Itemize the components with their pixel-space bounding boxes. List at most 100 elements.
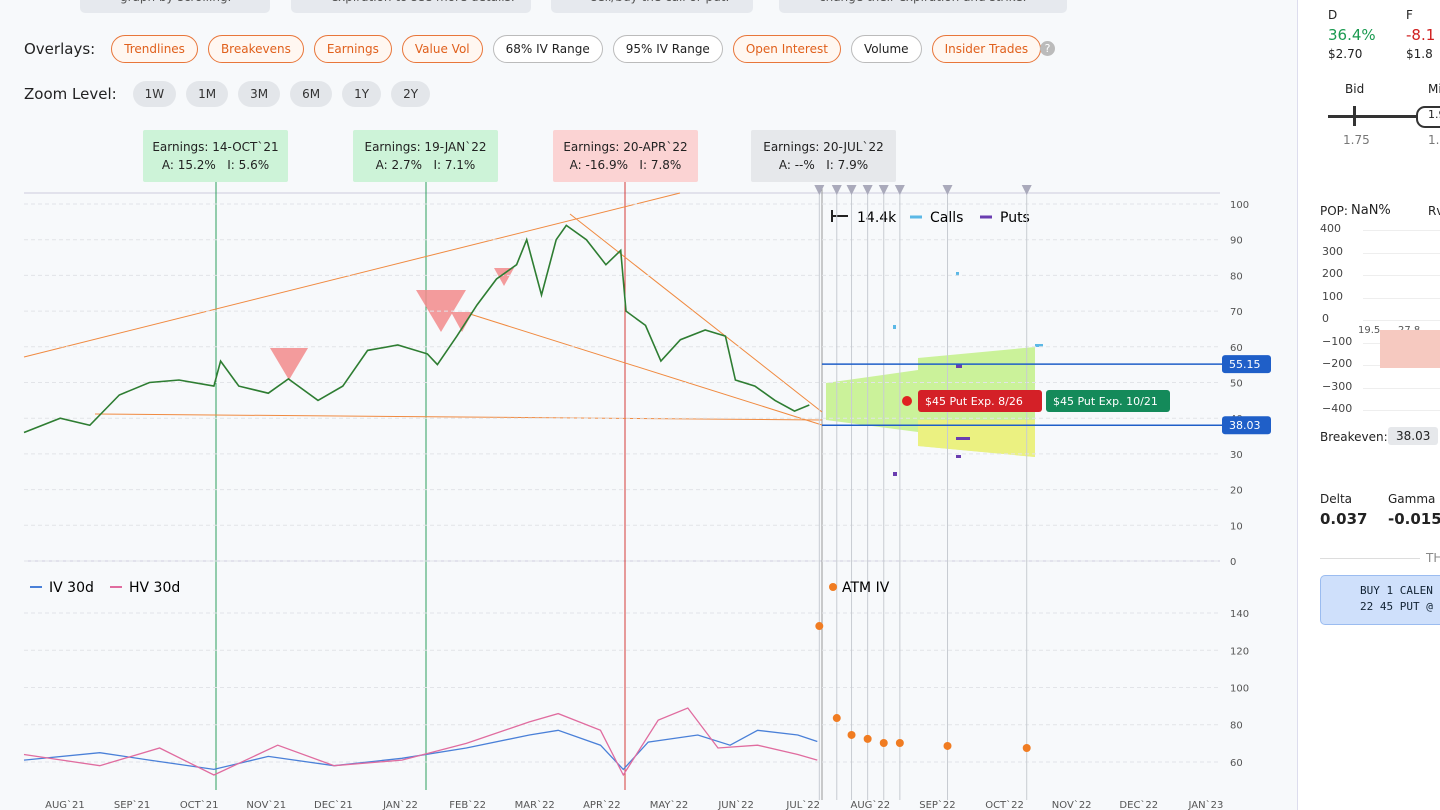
pop: NaN%: [1351, 203, 1391, 218]
overlay-button[interactable]: Insider Trades: [931, 35, 1042, 63]
rv: Rv: [1428, 204, 1440, 218]
pl-grid: [1363, 275, 1440, 276]
delta-label: Delta: [1320, 492, 1353, 506]
x-tick-label: DEC`21: [314, 799, 353, 810]
expiry-marker: [942, 185, 953, 195]
overlay-button[interactable]: Volume: [850, 35, 922, 63]
insider-trade: [451, 312, 473, 332]
y-tick-label: 90: [1230, 236, 1243, 247]
put-tag: [1046, 390, 1170, 412]
zoom-button[interactable]: 1Y: [342, 81, 382, 107]
earnings-detail: A: 15.2% I: 5.6%: [161, 158, 270, 172]
atm-iv-dot: [943, 741, 952, 750]
x-tick-label: AUG`21: [45, 799, 85, 810]
legend-label: HV 30d: [129, 580, 180, 596]
expiry-marker: [1021, 185, 1032, 195]
overlay-button[interactable]: 68% IV Range: [492, 35, 603, 63]
x-tick-label: MAR`22: [515, 799, 555, 810]
pl-tick: −100: [1322, 334, 1353, 348]
x-tick-label: NOV`22: [1052, 799, 1092, 810]
overlay-button[interactable]: Value Vol: [401, 35, 483, 63]
earnings-box: Earnings: 19-JAN`22 A: 2.7% I: 7.1%: [353, 130, 498, 182]
earnings-box: Earnings: 14-OCT`21 A: 15.2% I: 5.6%: [143, 130, 288, 182]
calls-legend: Calls: [930, 210, 963, 226]
zoom-button[interactable]: 3M: [238, 81, 281, 107]
chart: 14.4k Calls Puts 01020304050607080901006…: [23, 182, 1271, 810]
order2: 22 45 PUT @: [1360, 600, 1433, 613]
y-tick-label: 70: [1230, 307, 1243, 318]
price-level-tag: [1222, 355, 1271, 374]
bid-label: Bid: [1345, 82, 1365, 96]
breakeven: 38.03: [1388, 427, 1439, 445]
y-tick-label: 60: [1230, 343, 1243, 354]
price-line: [23, 224, 810, 434]
y-tick-label: 50: [1230, 379, 1243, 390]
pl-grid: [1363, 297, 1440, 299]
overlay-button[interactable]: Breakevens: [207, 35, 304, 63]
zoom-button[interactable]: 6M: [290, 81, 333, 107]
overlay-button[interactable]: 95% IV Range: [612, 35, 723, 63]
order-box[interactable]: [1320, 575, 1440, 625]
order: BUY 1 CALEN: [1360, 584, 1433, 597]
x-tick-label: NOV`21: [246, 799, 286, 810]
overlay-button[interactable]: Earnings: [313, 35, 392, 63]
x-tick-label: SEP`22: [919, 799, 955, 810]
atm-iv-dot: [863, 734, 872, 743]
price-level-label: 38.03: [1229, 419, 1261, 432]
pl-x-label: 19.5: [1358, 325, 1381, 336]
slider[interactable]: [1328, 115, 1440, 118]
x-tick-label: APR`22: [583, 799, 621, 810]
hint: expiration to see more details.: [291, 0, 531, 13]
th-label: TH: [1426, 551, 1440, 565]
overlay-button[interactable]: Open Interest: [732, 35, 841, 63]
y-tick-label: 80: [1230, 271, 1243, 282]
atm-iv-dot: [1022, 744, 1031, 753]
price-level-tag: [1222, 416, 1271, 435]
hint: graph by scrolling.: [80, 0, 270, 13]
expiry-marker: [894, 185, 905, 195]
gamma: -0.015: [1388, 510, 1440, 528]
y-tick-label: 10: [1230, 521, 1243, 532]
f-value: -8.1: [1406, 26, 1436, 44]
d-value: 36.4%: [1328, 26, 1376, 44]
put-tag: [918, 390, 1042, 412]
trendline: [469, 313, 823, 426]
earnings-title: Earnings: 20-APR`22: [563, 140, 688, 154]
pop-label: POP:: [1320, 204, 1348, 218]
trendline: [23, 192, 681, 358]
oi-bar: [956, 437, 970, 440]
y-tick-label: 30: [1230, 450, 1243, 461]
atm-iv-dot: [815, 622, 824, 631]
overlay-button[interactable]: Trendlines: [111, 35, 198, 63]
divider: [1320, 558, 1420, 559]
atm-iv-dot: [847, 730, 856, 739]
pl-grid: [1363, 320, 1440, 321]
y-tick-label: 140: [1230, 609, 1249, 620]
d-label: D: [1328, 8, 1338, 22]
oi-bar: [893, 325, 896, 329]
mid-box[interactable]: 1.9: [1416, 106, 1440, 128]
zoom-label: Zoom Level:: [24, 85, 117, 103]
gamma-label: Gamma: [1388, 492, 1436, 506]
hint: change their expiration and strike.: [779, 0, 1067, 13]
zoom-button[interactable]: 1W: [132, 81, 177, 107]
x-tick-label: JUL`22: [785, 799, 820, 810]
earnings-title: Earnings: 20-JUL`22: [763, 140, 884, 154]
pl-tick: 400: [1320, 222, 1341, 235]
delta: 0.037: [1320, 510, 1368, 528]
y-tick-label: 20: [1230, 486, 1243, 497]
earnings-detail: A: --% I: 7.9%: [778, 158, 869, 172]
earnings-title: Earnings: 19-JAN`22: [364, 140, 487, 154]
f-price: $1.8: [1406, 47, 1433, 61]
help-icon[interactable]: ?: [1040, 41, 1055, 56]
iv-line: [23, 707, 818, 777]
slider-handle[interactable]: [1353, 106, 1356, 126]
oi-bar: [1035, 344, 1043, 347]
pl-tick: 0: [1322, 312, 1329, 325]
y-tick-label: 80: [1230, 721, 1243, 732]
zoom-button[interactable]: 1M: [186, 81, 229, 107]
zoom-button[interactable]: 2Y: [391, 81, 431, 107]
expiry-marker: [878, 185, 889, 195]
